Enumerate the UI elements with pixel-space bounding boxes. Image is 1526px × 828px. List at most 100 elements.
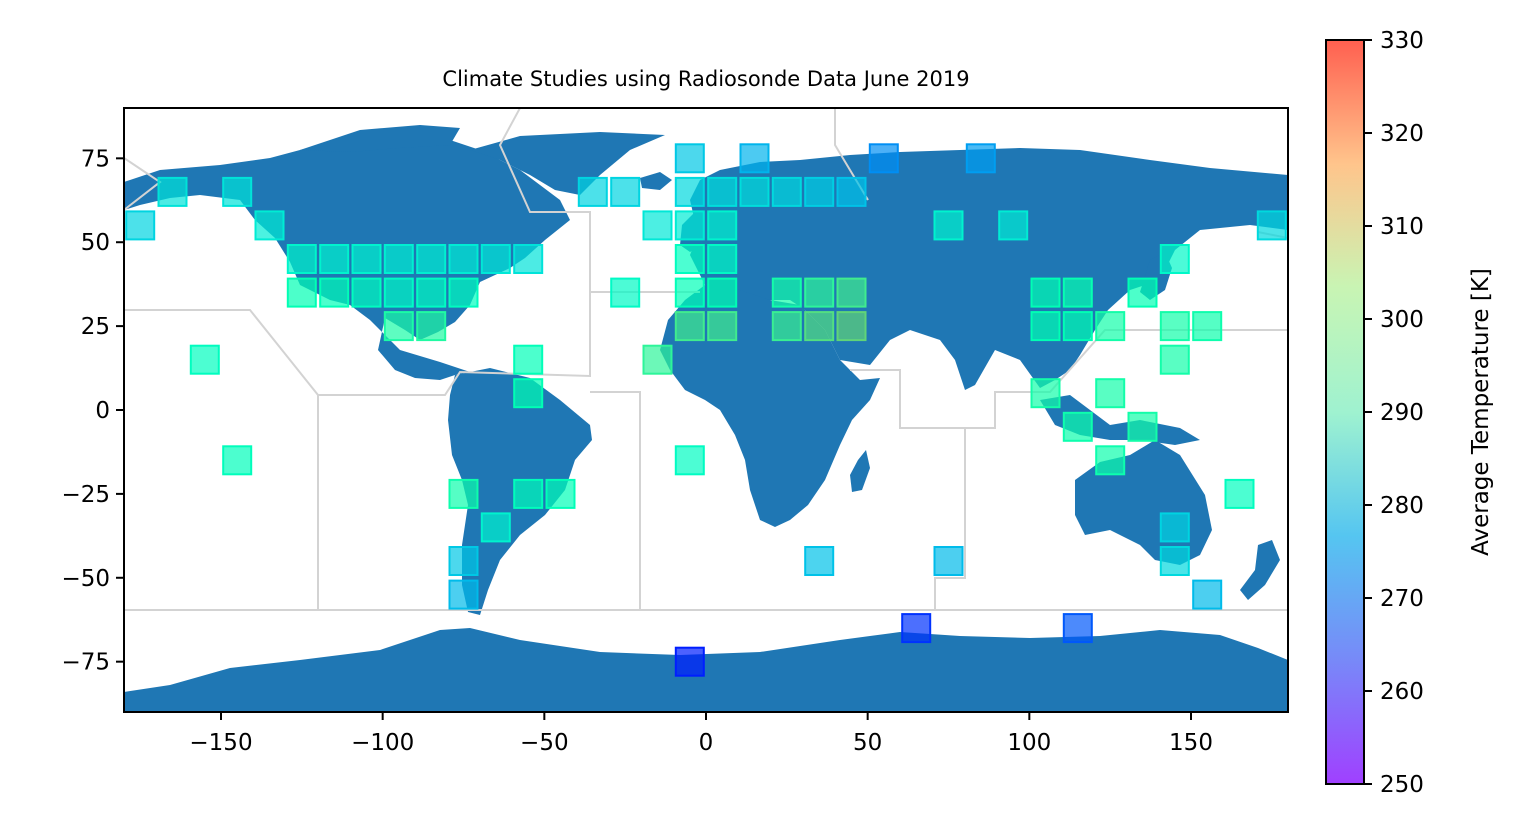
temperature-marker: [1095, 445, 1126, 476]
greenland-land: [470, 132, 665, 195]
colorbar-tick-label: 250: [1380, 772, 1424, 798]
temperature-marker: [1159, 244, 1190, 274]
temperature-marker: [1030, 311, 1061, 342]
temperature-marker: [674, 277, 705, 308]
colorbar-label: Average Temperature [K]: [1468, 268, 1494, 556]
temperature-marker: [836, 277, 867, 308]
temperature-marker: [383, 277, 414, 308]
temperature-marker: [448, 579, 479, 610]
temperature-marker: [771, 176, 802, 207]
temperature-marker: [157, 176, 188, 207]
y-tick-label: 25: [81, 314, 110, 340]
colorbar-tick-label: 280: [1380, 493, 1424, 519]
temperature-marker: [642, 210, 673, 241]
temperature-marker: [674, 210, 705, 241]
temperature-marker: [1062, 411, 1093, 442]
temperature-marker: [1159, 344, 1190, 375]
temperature-marker: [707, 210, 738, 241]
temperature-marker: [707, 277, 738, 308]
temperature-marker: [610, 176, 641, 207]
colorbar-tick-label: 300: [1380, 307, 1424, 333]
temperature-marker: [674, 143, 705, 174]
temperature-marker: [707, 311, 738, 342]
y-tick-label: 50: [81, 230, 110, 256]
temperature-marker: [1127, 411, 1158, 442]
colorbar-tick-label: 260: [1380, 679, 1424, 705]
temperature-marker: [674, 244, 705, 274]
temperature-marker: [707, 244, 738, 274]
temperature-marker: [383, 244, 414, 274]
temperature-marker: [286, 244, 317, 274]
temperature-marker: [674, 646, 705, 677]
temperature-marker: [1062, 277, 1093, 308]
iceland-land: [640, 172, 672, 190]
temperature-marker: [513, 244, 544, 274]
temperature-markers: [125, 143, 1287, 677]
temperature-marker: [836, 311, 867, 342]
temperature-marker: [1062, 311, 1093, 342]
temperature-marker: [1062, 613, 1093, 644]
temperature-marker: [383, 311, 414, 342]
temperature-marker: [189, 344, 220, 375]
temperature-marker: [642, 344, 673, 375]
x-tick-label: −150: [189, 730, 252, 756]
temperature-marker: [1224, 478, 1255, 509]
temperature-marker: [513, 344, 544, 375]
temperature-marker: [610, 277, 641, 308]
colorbar-tick-label: 320: [1380, 121, 1424, 147]
temperature-marker: [351, 244, 382, 274]
y-tick-label: 0: [95, 398, 110, 424]
temperature-marker: [222, 445, 253, 476]
temperature-marker: [545, 478, 576, 509]
temperature-marker: [513, 378, 544, 409]
temperature-marker: [448, 277, 479, 308]
colorbar-ticks: 250 260 270 280 290 300 310 320 330: [1364, 28, 1424, 798]
x-tick-label: 0: [699, 730, 714, 756]
colorbar-tick-label: 310: [1380, 214, 1424, 240]
temperature-marker: [771, 277, 802, 308]
temperature-marker: [286, 277, 317, 308]
region-line-atlantic: [590, 391, 641, 610]
temperature-marker: [674, 311, 705, 342]
plot-area: [124, 108, 1288, 712]
x-tick-label: 50: [853, 730, 882, 756]
arctic-islands-land: [300, 125, 460, 152]
temperature-marker: [1095, 378, 1126, 409]
temperature-marker: [416, 244, 447, 274]
colorbar-tick-label: 270: [1380, 586, 1424, 612]
temperature-marker: [222, 176, 253, 207]
temperature-marker: [739, 143, 770, 174]
temperature-marker: [1159, 311, 1190, 342]
temperature-marker: [1256, 210, 1287, 241]
y-tick-label: −75: [61, 650, 110, 676]
temperature-marker: [513, 478, 544, 509]
temperature-marker: [254, 210, 285, 241]
temperature-marker: [739, 176, 770, 207]
temperature-marker: [998, 210, 1029, 241]
antarctica-land: [124, 628, 1288, 712]
colorbar-gradient: [1326, 40, 1364, 784]
temperature-marker: [1127, 277, 1158, 308]
temperature-marker: [351, 277, 382, 308]
new-zealand-land: [1240, 540, 1280, 600]
temperature-marker: [674, 445, 705, 476]
temperature-marker: [448, 546, 479, 576]
temperature-marker: [1192, 579, 1223, 610]
temperature-marker: [416, 311, 447, 342]
temperature-marker: [707, 176, 738, 207]
y-axis-ticks: −75 −50 −25 0 25 50 75: [61, 146, 124, 676]
temperature-marker: [1192, 311, 1223, 342]
temperature-marker: [1095, 311, 1126, 342]
chart-title: Climate Studies using Radiosonde Data Ju…: [442, 67, 969, 91]
temperature-marker: [577, 176, 608, 207]
temperature-marker: [448, 244, 479, 274]
temperature-marker: [804, 277, 835, 308]
temperature-marker: [125, 210, 156, 241]
temperature-marker: [1159, 512, 1190, 543]
colorbar: 250 260 270 280 290 300 310 320 330 Average Temp…: [1325, 28, 1494, 798]
temperature-marker: [319, 244, 350, 274]
colorbar-tick-label: 330: [1380, 28, 1424, 54]
temperature-marker: [933, 546, 964, 576]
madagascar-land: [850, 450, 870, 492]
